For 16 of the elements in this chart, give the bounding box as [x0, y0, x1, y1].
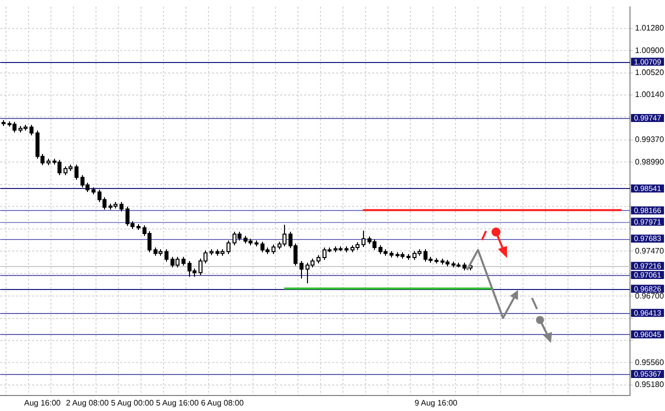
y-tick-label: 0.98990 — [635, 157, 664, 166]
x-tick-label: 2 Aug 08:00 — [66, 398, 110, 408]
y-tick-label: 0.95560 — [635, 358, 664, 367]
y-tick-label: 1.01280 — [635, 24, 664, 33]
y-tick-label: 0.99370 — [635, 135, 664, 144]
y-tick-label: 1.00900 — [635, 46, 664, 55]
x-tick-label: 5 Aug 00:00 — [110, 398, 154, 408]
y-tick-label: 0.96700 — [635, 291, 664, 300]
x-tick-label: 6 Aug 08:00 — [200, 398, 244, 408]
y-tick-label: 1.00520 — [635, 68, 664, 78]
y-tick-label: 0.97470 — [635, 246, 664, 256]
x-tick-label: 9 Aug 16:00 — [414, 398, 458, 408]
y-tick-label: 1.00140 — [635, 90, 664, 100]
x-tick-label: 5 Aug 16:00 — [156, 398, 200, 408]
x-tick-label: Aug 16:00 — [24, 398, 62, 408]
y-tick-label: 0.95180 — [635, 380, 664, 390]
